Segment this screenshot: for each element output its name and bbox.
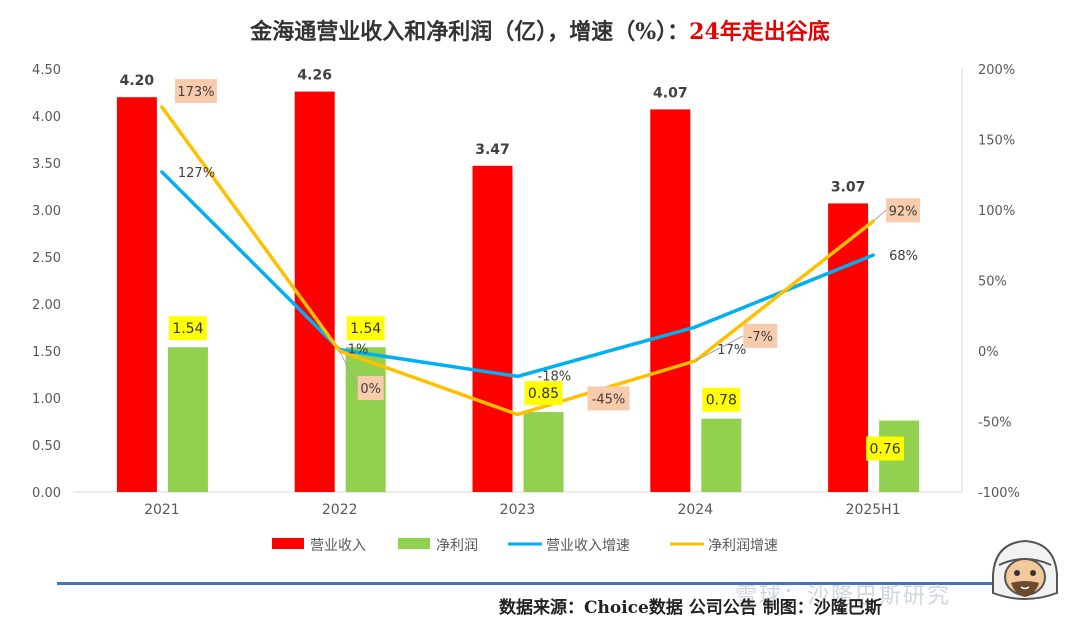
net-profit-growth-label: -7% — [748, 330, 773, 345]
bar-revenue — [828, 203, 869, 493]
bar-revenue-label: 4.07 — [653, 85, 688, 101]
title-main: 金海通营业收入和净利润（亿），增速（%）： — [250, 19, 690, 45]
net-profit-label-box — [168, 316, 207, 341]
bar-revenue — [294, 91, 335, 492]
bar-revenue-label: 4.20 — [120, 73, 155, 89]
net-profit-growth-label: 92% — [889, 204, 918, 219]
y-left-tick-label: 0.50 — [32, 439, 61, 454]
line-revenue-growth — [160, 170, 875, 379]
y-right-tick-label: -100% — [978, 486, 1020, 501]
net-profit-growth-leader — [695, 335, 744, 362]
legend-swatch — [398, 538, 430, 549]
x-tick-label: 2022 — [322, 502, 358, 518]
revenue-growth-label: 17% — [717, 343, 746, 358]
net-profit-growth-label-box — [357, 376, 384, 400]
y-right-tick-label: 150% — [978, 134, 1015, 149]
net-profit-growth-label-box — [886, 198, 921, 223]
bar-revenue — [116, 97, 157, 492]
revenue-growth-label: 68% — [889, 249, 918, 264]
net-profit-growth-label: -45% — [592, 392, 626, 407]
bar-revenue-label: 4.26 — [297, 68, 332, 84]
legend-label: 净利润增速 — [708, 538, 778, 554]
net-profit-label: 0.85 — [528, 386, 559, 402]
net-profit-label-box — [346, 316, 385, 341]
y-left-tick-label: 3.00 — [32, 204, 61, 219]
legend-swatch — [272, 538, 304, 549]
y-right-tick-label: 100% — [978, 204, 1015, 219]
y-left-tick-label: 3.50 — [32, 157, 61, 172]
net-profit-growth-label-box — [743, 323, 778, 348]
y-right-tick-label: -50% — [978, 416, 1012, 431]
net-profit-growth-leader — [339, 350, 359, 389]
net-profit-growth-label: 0% — [360, 382, 381, 397]
legend-label: 营业收入 — [310, 538, 366, 554]
net-profit-label: 1.54 — [350, 321, 381, 337]
bar-net-profit — [701, 418, 742, 492]
net-profit-growth-label: 173% — [177, 85, 214, 100]
y-right-tick-label: 50% — [978, 275, 1007, 290]
bar-revenue — [650, 109, 691, 493]
net-profit-label-box — [702, 387, 741, 412]
y-left-tick-label: 0.00 — [32, 486, 61, 501]
x-tick-label: 2025H1 — [846, 502, 901, 518]
revenue-growth-label: 1% — [348, 343, 369, 358]
revenue-growth-label: 127% — [178, 166, 215, 181]
bar-net-profit — [345, 347, 386, 492]
net-profit-label: 0.78 — [706, 393, 737, 409]
x-tick-label: 2024 — [677, 502, 713, 518]
net-profit-label: 1.54 — [172, 321, 203, 337]
watermark: 雪球：沙隆巴斯研究 — [735, 584, 952, 609]
net-profit-growth-label-box — [174, 79, 217, 104]
y-right-tick-label: 200% — [978, 63, 1015, 78]
legend-label: 净利润 — [436, 538, 478, 554]
y-left-tick-label: 1.00 — [32, 392, 61, 407]
y-left-tick-label: 1.50 — [32, 345, 61, 360]
x-tick-label: 2023 — [500, 502, 536, 518]
legend-label: 营业收入增速 — [546, 538, 630, 554]
bar-revenue-label: 3.07 — [831, 179, 866, 195]
line-net-profit-growth — [160, 105, 875, 417]
y-left-tick-label: 2.50 — [32, 251, 61, 266]
title-highlight: 24年走出谷底 — [689, 19, 830, 45]
net-profit-growth-leader — [872, 209, 887, 222]
footer-divider — [57, 582, 1055, 585]
bar-revenue — [472, 165, 513, 492]
chart: 0.00 0.50 1.00 1.50 2.00 2.50 3.00 3.50 4.00 4.50… — [32, 63, 1020, 554]
mascot-avatar-icon — [992, 539, 1058, 600]
chart-title: 金海通营业收入和净利润（亿），增速（%）：24年走出谷底 — [0, 14, 1080, 46]
y-right-tick-label: 0% — [978, 345, 999, 360]
net-profit-label: 0.76 — [870, 442, 901, 458]
x-tick-label: 2021 — [144, 502, 180, 518]
y-left-tick-label: 2.00 — [32, 298, 61, 313]
bar-revenue-label: 3.47 — [475, 142, 510, 158]
data-source: 数据来源：Choice数据 公司公告 制图：沙隆巴斯 — [499, 598, 882, 618]
net-profit-label-box — [866, 436, 905, 461]
bar-net-profit — [523, 412, 564, 492]
bar-net-profit — [167, 347, 208, 492]
y-left-tick-label: 4.50 — [32, 63, 61, 78]
revenue-growth-label: -18% — [538, 369, 572, 384]
net-profit-label-box — [524, 381, 563, 406]
net-profit-growth-label-box — [587, 386, 630, 411]
y-left-tick-label: 4.00 — [32, 110, 61, 125]
